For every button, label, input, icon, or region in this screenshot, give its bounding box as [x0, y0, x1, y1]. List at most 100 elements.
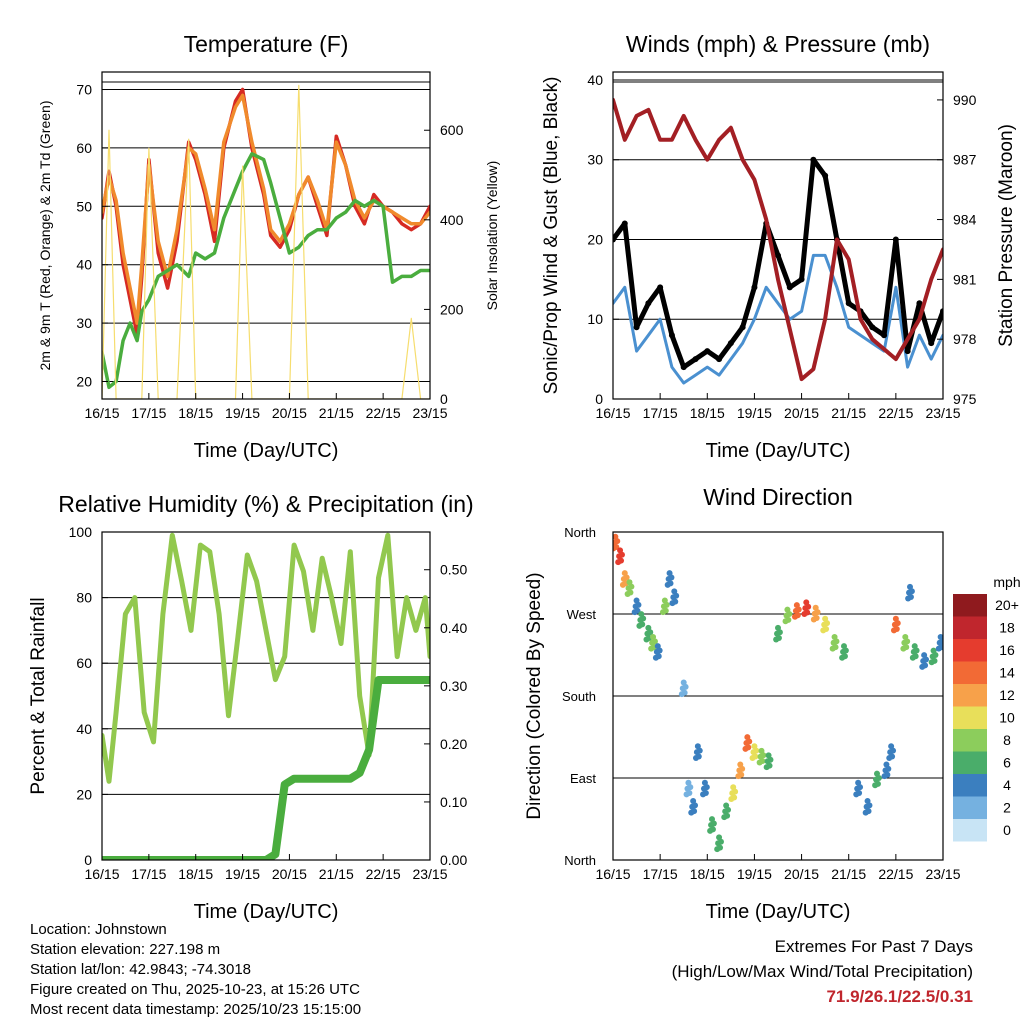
direction-point: [885, 765, 892, 772]
direction-point: [710, 820, 717, 827]
direction-point: [691, 808, 698, 815]
y-tick-label: North: [564, 853, 596, 868]
colorbar-swatch: [953, 639, 987, 662]
y2-tick-label: 0.00: [440, 852, 467, 868]
plot-frame: [101, 531, 431, 861]
colorbar-swatch: [953, 796, 987, 819]
direction-point: [672, 598, 679, 605]
gust-point: [716, 356, 723, 363]
direction-point: [785, 616, 792, 623]
panel-title: Relative Humidity (%) & Precipitation (i…: [58, 491, 473, 517]
x-tick-label: 21/15: [831, 405, 866, 421]
gust-point: [869, 324, 876, 331]
direction-point: [686, 789, 693, 796]
y2-tick-label: 200: [440, 301, 464, 317]
direction-point: [766, 762, 773, 769]
y2-tick-label: 987: [953, 152, 977, 168]
direction-point: [746, 738, 753, 745]
y-tick-label: 20: [76, 373, 92, 389]
y-axis-label: Direction (Colored By Speed): [524, 572, 545, 819]
colorbar-swatch: [953, 616, 987, 639]
colorbar-swatch: [953, 661, 987, 684]
direction-point: [745, 744, 752, 751]
y-axis-label: Percent & Total Rainfall: [28, 597, 49, 794]
direction-point: [922, 662, 929, 669]
gust-point: [845, 300, 852, 307]
gust-point: [904, 348, 911, 355]
x-axis-label: Time (Day/UTC): [194, 440, 339, 462]
direction-point: [692, 802, 699, 809]
y2-tick-label: 975: [953, 391, 977, 407]
x-tick-label: 19/15: [225, 405, 260, 421]
y-tick-label: 70: [76, 82, 92, 98]
x-tick-label: 21/15: [319, 866, 354, 882]
direction-point: [639, 621, 646, 628]
y2-tick-label: 990: [953, 92, 977, 108]
plot-area: [102, 84, 430, 399]
y2-tick-label: 978: [953, 331, 977, 347]
x-tick-label: 17/15: [131, 866, 166, 882]
gust-point: [680, 364, 687, 371]
colorbar-swatch: [953, 684, 987, 707]
direction-point: [875, 775, 882, 781]
plot-area: [102, 532, 430, 860]
x-tick-label: 20/15: [272, 866, 307, 882]
gust-point: [751, 284, 758, 291]
direction-point: [890, 747, 897, 754]
colorbar-label: 20+: [995, 597, 1019, 613]
direction-point: [739, 765, 746, 772]
direction-point: [673, 592, 680, 599]
y-tick-label: 10: [587, 311, 603, 327]
gust-point: [657, 284, 664, 291]
direction-point: [738, 771, 745, 778]
y-tick-label: 60: [76, 140, 92, 156]
direction-point: [662, 607, 669, 614]
direction-point: [786, 611, 793, 617]
y-tick-label: East: [570, 771, 596, 786]
direction-point: [647, 629, 654, 636]
direction-point: [794, 612, 801, 619]
y2-tick-label: 0.20: [440, 736, 467, 752]
latlon-text: Station lat/lon: 42.9843; -74.3018: [30, 961, 252, 978]
y2-tick-label: 0.30: [440, 678, 467, 694]
direction-point: [856, 789, 863, 796]
x-tick-label: 22/15: [366, 866, 401, 882]
direction-point: [618, 551, 625, 558]
direction-point: [752, 753, 759, 760]
direction-point: [814, 609, 821, 616]
direction-point: [717, 838, 724, 845]
y-tick-label: 40: [76, 721, 92, 737]
direction-point: [866, 802, 873, 809]
direction-point: [628, 583, 635, 590]
gust-point: [798, 276, 805, 283]
direction-point: [931, 657, 938, 664]
y-tick-label: North: [564, 525, 596, 540]
colorbar-label: 14: [999, 665, 1015, 681]
direction-point: [913, 647, 920, 654]
direction-point: [939, 638, 943, 645]
x-tick-label: 23/15: [412, 866, 447, 882]
direction-point: [667, 580, 674, 587]
x-tick-label: 19/15: [737, 405, 772, 421]
panel-title: Temperature (F): [184, 31, 349, 57]
direction-point: [894, 620, 901, 627]
panel-title: Winds (mph) & Pressure (mb): [626, 31, 930, 57]
plot-area: [613, 533, 943, 853]
direction-point: [702, 789, 709, 796]
x-tick-label: 19/15: [737, 866, 772, 882]
colorbar-swatch: [953, 819, 987, 842]
extremes-subtitle: (High/Low/Max Wind/Total Precipitation): [671, 962, 973, 981]
direction-point: [725, 806, 732, 813]
direction-point: [912, 653, 919, 660]
y-tick-label: 0: [595, 391, 603, 407]
gust-point: [645, 300, 652, 307]
created-text: Figure created on Thu, 2025-10-23, at 15…: [30, 981, 360, 998]
direction-point: [874, 780, 881, 787]
gust-point: [739, 324, 746, 331]
direction-point: [732, 788, 739, 795]
y2-tick-label: 0.50: [440, 562, 467, 578]
gust-point: [692, 356, 699, 363]
x-tick-label: 22/15: [878, 405, 913, 421]
plot-area: [613, 97, 943, 385]
